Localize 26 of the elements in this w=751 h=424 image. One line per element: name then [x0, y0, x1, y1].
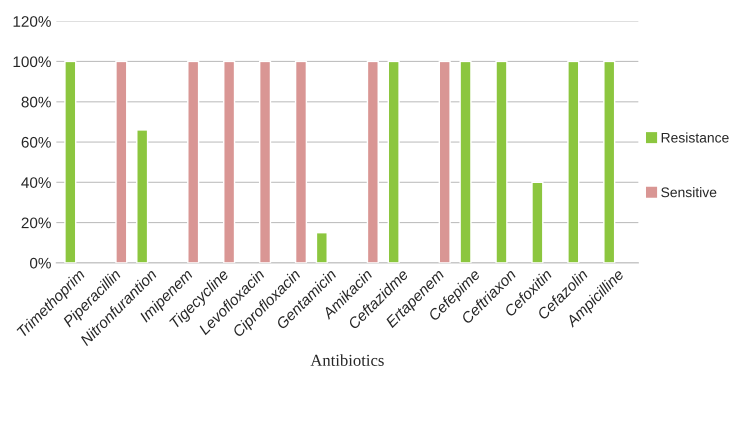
y-tick-label: 100%	[14, 56, 51, 68]
bar	[366, 60, 379, 263]
bar	[459, 60, 472, 263]
legend-label: Resistance	[662, 132, 729, 143]
bar	[388, 60, 400, 263]
y-tick-label: 80%	[22, 96, 51, 108]
bar	[531, 182, 544, 263]
bar	[603, 60, 616, 263]
bar	[438, 60, 451, 263]
y-tick-label: 40%	[21, 177, 51, 188]
bar	[567, 60, 580, 263]
y-tick-label: 20%	[22, 217, 51, 228]
bar	[64, 60, 76, 263]
bar	[115, 60, 128, 263]
bar	[316, 232, 328, 263]
bar	[495, 60, 508, 263]
bar	[223, 60, 236, 263]
y-tick-label: 0%	[30, 258, 51, 269]
bar	[258, 60, 272, 263]
bar	[294, 60, 308, 263]
x-axis-title: Antibiotics	[310, 354, 384, 366]
y-tick-label: 120%	[14, 16, 51, 27]
bar	[136, 129, 148, 263]
y-tick-label: 60%	[22, 136, 51, 148]
legend-label: Sensitive	[661, 187, 716, 198]
bar	[187, 60, 200, 263]
